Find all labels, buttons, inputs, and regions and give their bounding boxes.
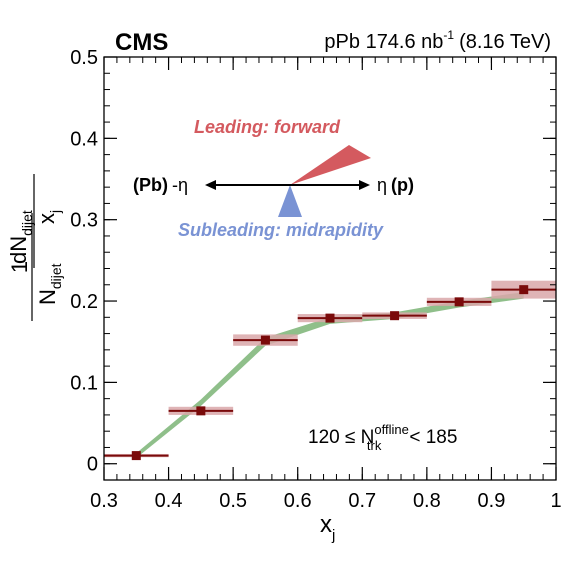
x-axis-label: xj bbox=[320, 511, 335, 544]
data-point-6 bbox=[519, 285, 529, 295]
experiment-label: CMS bbox=[115, 29, 168, 56]
data-point-3 bbox=[325, 313, 335, 323]
y-label-prefix: 1 bbox=[7, 261, 32, 273]
y-label-dn: dNdijet bbox=[6, 210, 35, 264]
y-label-xj: xj bbox=[34, 210, 63, 224]
p-label: (p) bbox=[391, 175, 414, 195]
x-tick-label-7: 1 bbox=[550, 490, 561, 512]
arrow-left-icon bbox=[205, 180, 216, 190]
lumi-label: pPb 174.6 nb-1 (8.16 TeV) bbox=[324, 28, 551, 53]
multiplicity-annotation: 120 ≤ Noffline trk < 185 bbox=[308, 422, 457, 453]
x-tick-label-1: 0.4 bbox=[155, 490, 183, 512]
data-point-5 bbox=[454, 297, 464, 307]
mult-rhs: < 185 bbox=[409, 427, 457, 448]
subleading-label: Subleading: midrapidity bbox=[178, 220, 384, 240]
y-label-x-sub: j bbox=[47, 210, 63, 214]
energy-label: (8.16 TeV) bbox=[459, 31, 551, 53]
y-label-x: x bbox=[34, 213, 59, 224]
x-label-main: x bbox=[320, 511, 332, 538]
mult-sup: offline bbox=[374, 422, 408, 437]
data-point-0 bbox=[131, 451, 141, 461]
lumi-main: pPb 174.6 nb bbox=[324, 31, 443, 53]
y-label-dn-sub: dijet bbox=[19, 210, 35, 236]
axes: 0.3 0.4 0.5 0.6 0.7 0.8 0.9 1 0 0.1 0.2 0.3 0.4 0.5 bbox=[70, 47, 561, 512]
subleading-wedge bbox=[278, 185, 302, 217]
leading-label: Leading: forward bbox=[194, 117, 341, 137]
mult-sub: trk bbox=[367, 438, 382, 453]
x-tick-label-0: 0.3 bbox=[90, 490, 118, 512]
y-label-ndijet: Ndijet bbox=[35, 263, 64, 305]
y-axis-label: 1 Ndijet bbox=[7, 213, 64, 321]
y-tick-label-0: 0 bbox=[87, 454, 98, 476]
right-direction-label: η (p) bbox=[377, 175, 414, 195]
x-tick-label-6: 0.9 bbox=[478, 490, 506, 512]
y-label-n: N bbox=[35, 289, 60, 305]
leading-wedge bbox=[290, 145, 371, 185]
y-tick-label-1: 0.1 bbox=[70, 372, 98, 394]
data-point-1 bbox=[196, 406, 206, 416]
y-label-n-sub: dijet bbox=[48, 263, 64, 289]
y-tick-label-5: 0.5 bbox=[70, 47, 98, 69]
y-axis-label-2: dNdijet xj bbox=[6, 174, 63, 268]
lumi-sup: -1 bbox=[443, 28, 454, 42]
pb-label: (Pb) bbox=[133, 175, 168, 195]
x-tick-label-2: 0.5 bbox=[219, 490, 247, 512]
minus-eta-label: -η bbox=[172, 175, 188, 195]
direction-diagram: Leading: forward (Pb) -η η (p) Subleading:… bbox=[133, 117, 414, 240]
left-direction-label: (Pb) -η bbox=[133, 175, 188, 195]
y-label-dn-main: dN bbox=[6, 236, 31, 264]
eta-label: η bbox=[377, 175, 387, 195]
data-point-4 bbox=[390, 311, 400, 321]
data-point-2 bbox=[260, 335, 270, 345]
mult-lhs: 120 ≤ N bbox=[308, 427, 374, 448]
x-tick-label-4: 0.7 bbox=[348, 490, 376, 512]
x-label-sub: j bbox=[331, 527, 335, 544]
x-tick-label-5: 0.8 bbox=[413, 490, 441, 512]
data-points bbox=[104, 280, 556, 461]
x-tick-label-3: 0.6 bbox=[284, 490, 312, 512]
y-tick-label-4: 0.4 bbox=[70, 128, 98, 150]
y-tick-label-3: 0.3 bbox=[70, 210, 98, 232]
arrow-right-icon bbox=[359, 180, 370, 190]
y-tick-label-2: 0.2 bbox=[70, 291, 98, 313]
